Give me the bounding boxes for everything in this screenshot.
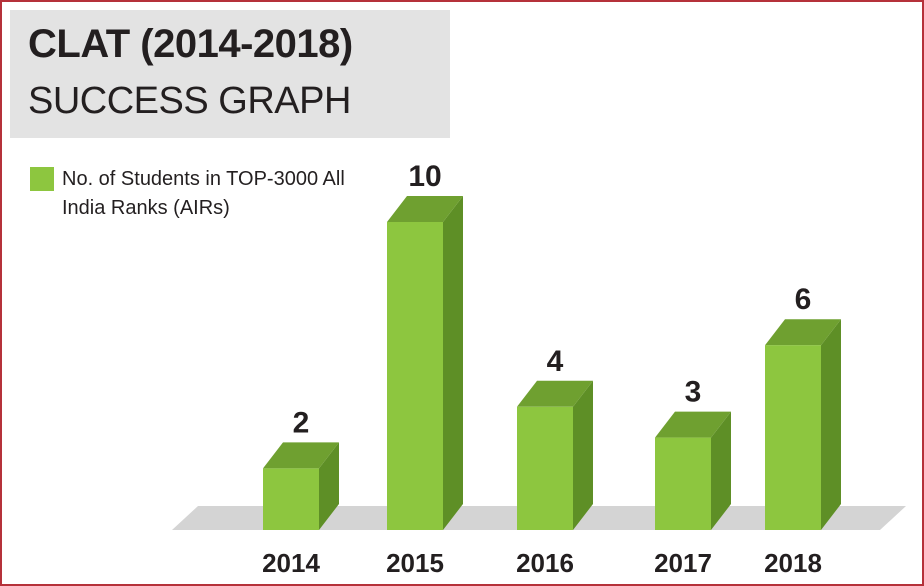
- bar-top-face: [517, 380, 593, 407]
- data-label: 6: [795, 283, 812, 316]
- bar-top-face: [765, 319, 841, 346]
- x-tick-label: 2014: [262, 548, 320, 578]
- data-label: 2: [293, 406, 310, 439]
- legend-swatch: [30, 167, 54, 191]
- bar-top-face: [387, 196, 463, 222]
- legend-label: No. of Students in TOP-3000 All India Ra…: [62, 168, 345, 219]
- x-tick-label: 2017: [654, 548, 712, 578]
- chart-title: CLAT (2014-2018): [28, 22, 353, 66]
- bar-2016: [517, 380, 593, 530]
- bar-front-face: [765, 345, 821, 530]
- data-label: 4: [547, 345, 564, 378]
- bar-side-face: [573, 380, 593, 530]
- bar-front-face: [263, 468, 319, 530]
- bar-top-face: [263, 442, 339, 469]
- bar-2018: [765, 319, 841, 530]
- data-label: 10: [408, 160, 441, 193]
- legend: No. of Students in TOP-3000 All India Ra…: [30, 165, 362, 223]
- x-tick-label: 2018: [764, 548, 822, 578]
- bar-side-face: [443, 196, 463, 530]
- bar-front-face: [517, 406, 573, 530]
- x-tick-label: 2016: [516, 548, 574, 578]
- bar-front-face: [387, 222, 443, 530]
- data-label: 3: [685, 376, 702, 409]
- bar-top-face: [655, 411, 731, 438]
- bar-2014: [263, 442, 339, 530]
- bar-2017: [655, 411, 731, 530]
- chart-subtitle: SUCCESS GRAPH: [28, 80, 351, 122]
- bar-side-face: [319, 442, 339, 530]
- bar-front-face: [655, 437, 711, 530]
- x-tick-label: 2015: [386, 548, 444, 578]
- bar-side-face: [711, 411, 731, 530]
- bar-side-face: [821, 319, 841, 530]
- bar-2015: [387, 196, 463, 530]
- title-box: CLAT (2014-2018) SUCCESS GRAPH: [10, 10, 450, 138]
